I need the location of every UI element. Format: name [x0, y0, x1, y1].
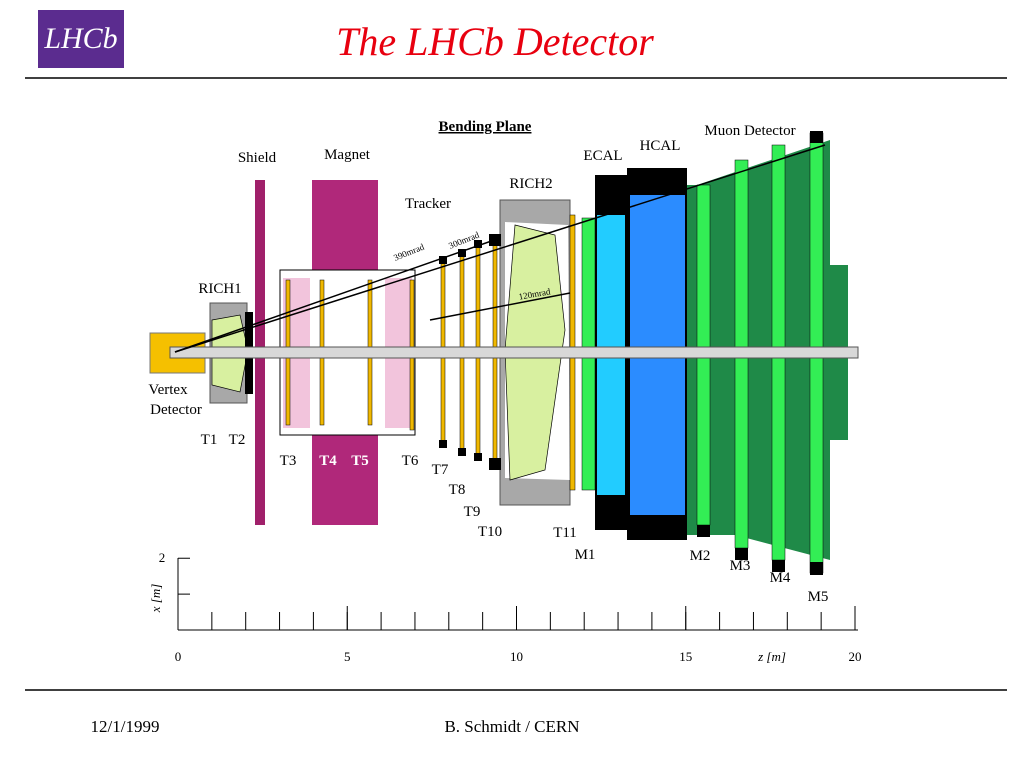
acceptance-line — [174, 144, 826, 353]
station-label: M4 — [770, 570, 791, 586]
label: RICH1 — [198, 281, 241, 297]
station-label: T8 — [449, 482, 466, 498]
station-label: T3 — [280, 453, 297, 469]
z-tick-label: 10 — [510, 649, 523, 664]
labels: Bending Plane Shield Magnet Tracker RICH… — [148, 119, 828, 605]
acceptance-line — [429, 292, 571, 321]
label: Tracker — [405, 196, 451, 212]
cap — [735, 548, 748, 560]
station-label: M1 — [575, 547, 596, 563]
label: HCAL — [640, 138, 681, 154]
station-label: M2 — [690, 548, 711, 564]
cap — [810, 562, 823, 575]
z-tick-label: 20 — [849, 649, 862, 664]
station-label: T4 — [319, 453, 337, 469]
x-tick-label: 2 — [159, 550, 166, 565]
label: ECAL — [583, 148, 622, 164]
detector — [149, 131, 859, 575]
station-label: T6 — [402, 453, 419, 469]
station-label: T1 — [201, 432, 218, 448]
magnet-top — [312, 180, 378, 270]
angle-label: 390mrad — [392, 241, 426, 262]
station-label: M3 — [730, 558, 751, 574]
station-label: T5 — [351, 453, 369, 469]
scale: x [m] z [m] 0 5 10 15 20 2 — [148, 550, 862, 664]
station-label: T9 — [464, 504, 481, 520]
z-axis-label: z [m] — [757, 649, 786, 664]
x-axis-label: x [m] — [148, 584, 163, 614]
cap — [772, 560, 785, 572]
z-tick-label: 5 — [344, 649, 351, 664]
label: Magnet — [324, 147, 371, 163]
magnet-bottom — [312, 435, 378, 525]
footer-author: B. Schmidt / CERN — [444, 717, 579, 736]
station-label: T11 — [553, 525, 577, 541]
label: Muon Detector — [704, 123, 795, 139]
station-label: T2 — [229, 432, 246, 448]
label: Shield — [238, 150, 277, 166]
logo: LHCb — [43, 22, 117, 55]
slide-title: The LHCb Detector — [336, 19, 654, 64]
station-label: T10 — [478, 524, 502, 540]
station-label: T7 — [432, 462, 449, 478]
beam-pipe — [169, 346, 859, 359]
label: Detector — [150, 402, 202, 418]
cap — [810, 131, 823, 143]
label: Vertex — [148, 382, 188, 398]
label: RICH2 — [509, 176, 552, 192]
diagram-heading: Bending Plane — [439, 119, 532, 135]
acceptance-line — [174, 237, 501, 353]
z-tick-label: 0 — [175, 649, 182, 664]
logo-box — [38, 10, 124, 68]
station-label: M5 — [808, 589, 829, 605]
footer-date: 12/1/1999 — [91, 717, 160, 736]
z-tick-label: 15 — [679, 649, 692, 664]
cap — [697, 525, 710, 537]
